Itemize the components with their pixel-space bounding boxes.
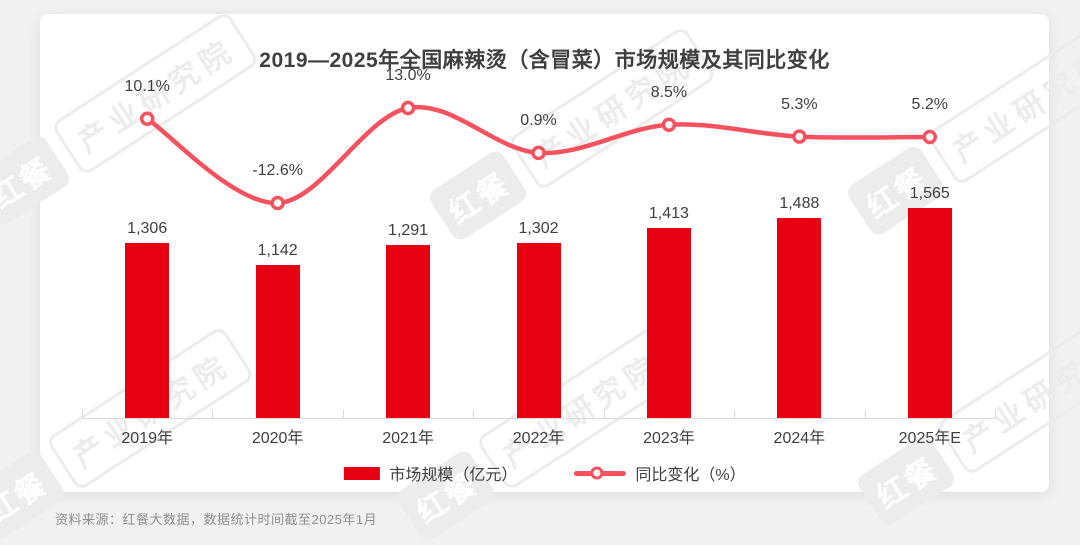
yoy-value-label-0: 10.1% bbox=[124, 77, 170, 95]
bar-2021年 bbox=[386, 245, 431, 418]
x-axis-label-3: 2022年 bbox=[512, 430, 565, 447]
x-axis-line bbox=[82, 418, 995, 419]
yoy-point-1 bbox=[270, 195, 285, 211]
yoy-value-label-2: 13.0% bbox=[385, 67, 431, 84]
x-axis-label-0: 2019年 bbox=[121, 430, 174, 447]
source-note: 资料来源：红餐大数据，数据统计时间截至2025年1月 bbox=[55, 512, 378, 527]
line-marker-icon bbox=[590, 466, 604, 480]
yoy-point-6 bbox=[922, 129, 938, 145]
x-axis-tick-6 bbox=[864, 410, 866, 418]
bar-2022年 bbox=[516, 243, 561, 418]
bar-value-label-4: 1,413 bbox=[648, 205, 689, 222]
line-series-swatch bbox=[573, 466, 626, 480]
x-axis-label-5: 2024年 bbox=[773, 430, 826, 447]
yoy-point-0 bbox=[139, 111, 155, 127]
yoy-point-5 bbox=[792, 129, 807, 144]
bar-value-label-1: 1,142 bbox=[257, 242, 298, 259]
yoy-point-3 bbox=[531, 145, 546, 161]
chart-legend: 市场规模（亿元） 同比变化（%） bbox=[343, 461, 746, 485]
x-axis-label-6: 2025年E bbox=[898, 430, 961, 447]
chart-card-content: 2019—2025年全国麻辣烫（含冒菜）市场规模及其同比变化 1,306 2019… bbox=[40, 14, 1049, 492]
yoy-value-label-3: 0.9% bbox=[520, 111, 557, 129]
legend-item-market-size: 市场规模（亿元） bbox=[343, 461, 517, 485]
x-axis-tick-4 bbox=[603, 410, 605, 418]
bar-value-label-0: 1,306 bbox=[127, 220, 168, 237]
yoy-value-label-6: 5.2% bbox=[911, 95, 949, 113]
x-axis-tick-3 bbox=[473, 410, 475, 418]
yoy-value-label-1: -12.6% bbox=[252, 162, 303, 180]
x-axis-tick-0 bbox=[82, 410, 83, 418]
bar-2019年 bbox=[125, 243, 170, 418]
yoy-value-label-5: 5.3% bbox=[781, 95, 818, 113]
x-axis-label-2: 2021年 bbox=[382, 430, 434, 447]
x-axis-label-4: 2023年 bbox=[643, 430, 695, 447]
bar-series-swatch bbox=[343, 466, 380, 480]
legend-label-yoy-change: 同比变化（%） bbox=[635, 467, 746, 484]
bar-2020年 bbox=[255, 265, 300, 418]
yoy-line-chart bbox=[139, 100, 938, 211]
bar-2025年E bbox=[907, 208, 952, 418]
yoy-point-4 bbox=[661, 117, 677, 132]
yoy-value-label-4: 8.5% bbox=[650, 83, 688, 101]
yoy-point-2 bbox=[400, 100, 416, 116]
chart-card: 2019—2025年全国麻辣烫（含冒菜）市场规模及其同比变化 1,306 2019… bbox=[40, 14, 1049, 492]
bar-2023年 bbox=[646, 228, 691, 418]
x-axis-label-1: 2020年 bbox=[251, 430, 304, 447]
x-axis-tick-1 bbox=[212, 410, 214, 418]
bar-value-label-5: 1,488 bbox=[779, 195, 820, 212]
legend-item-yoy-change: 同比变化（%） bbox=[573, 461, 746, 485]
chart-plot-area: 1,306 2019年 1,142 2020年 1,291 2021年 1,302 2022年… bbox=[40, 14, 1049, 492]
x-axis-tick-5 bbox=[734, 410, 736, 418]
chart-title: 2019—2025年全国麻辣烫（含冒菜）市场规模及其同比变化 bbox=[259, 49, 830, 72]
x-axis-tick-2 bbox=[342, 410, 344, 418]
bar-2024年 bbox=[777, 218, 822, 418]
bar-value-label-2: 1,291 bbox=[388, 222, 429, 239]
legend-label-market-size: 市场规模（亿元） bbox=[389, 467, 518, 484]
x-axis-tick-7 bbox=[995, 410, 996, 418]
